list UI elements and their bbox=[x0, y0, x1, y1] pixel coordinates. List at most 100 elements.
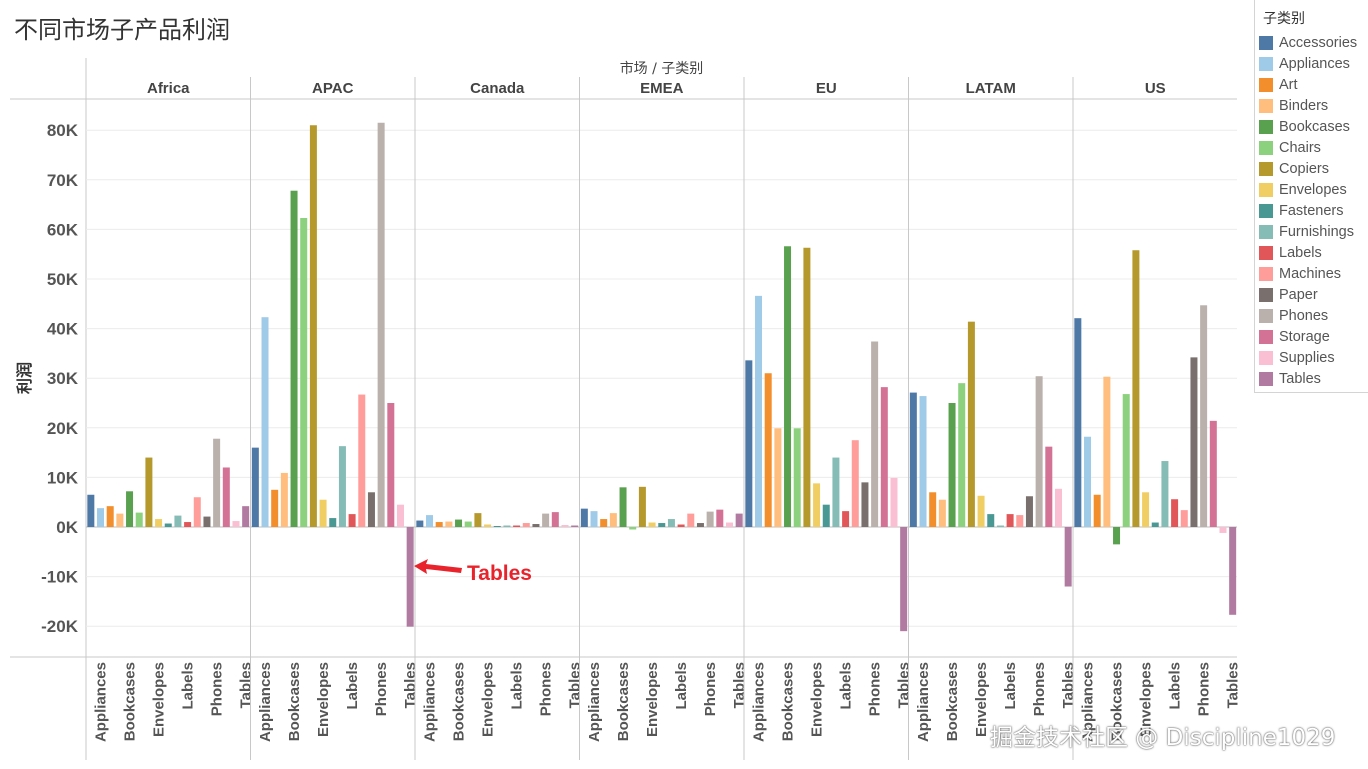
legend-swatch bbox=[1259, 119, 1273, 134]
bar bbox=[193, 497, 201, 527]
bar bbox=[271, 489, 279, 527]
legend-item: Supplies bbox=[1255, 347, 1368, 368]
bar bbox=[290, 190, 298, 527]
bar bbox=[803, 247, 811, 527]
bar bbox=[387, 403, 395, 527]
legend-swatch bbox=[1259, 329, 1273, 344]
legend-label: Appliances bbox=[1279, 55, 1350, 72]
legend-swatch bbox=[1259, 140, 1273, 155]
x-tick-label: Phones bbox=[538, 662, 555, 716]
bar bbox=[667, 519, 675, 527]
x-tick-label: Labels bbox=[838, 662, 855, 710]
bar bbox=[842, 511, 850, 527]
bar bbox=[580, 508, 588, 527]
bar bbox=[261, 317, 269, 527]
watermark: 掘金技术社区 @ Discipline1029 bbox=[990, 725, 1336, 751]
legend-label: Copiers bbox=[1279, 160, 1329, 177]
legend-swatch bbox=[1259, 371, 1273, 386]
bar bbox=[435, 522, 443, 527]
legend-label: Bookcases bbox=[1279, 118, 1350, 135]
bar bbox=[1200, 305, 1208, 527]
y-tick-label: 60K bbox=[47, 220, 79, 239]
x-tick-label: Phones bbox=[373, 662, 390, 716]
bar bbox=[822, 504, 830, 527]
y-tick-label: 50K bbox=[47, 270, 79, 289]
bar bbox=[358, 394, 366, 527]
column-header: 市场 / 子类别 bbox=[620, 60, 704, 77]
bar bbox=[1190, 357, 1198, 527]
bar bbox=[1229, 527, 1237, 615]
bar bbox=[135, 512, 143, 527]
bar bbox=[648, 522, 656, 527]
y-tick-label: 70K bbox=[47, 171, 79, 190]
legend-label: Furnishings bbox=[1279, 223, 1354, 240]
y-tick-label: -10K bbox=[41, 568, 79, 587]
bar bbox=[213, 438, 221, 527]
legend-items: Accessories Appliances Art Binders Bookcases… bbox=[1255, 32, 1368, 389]
x-tick-label: Tables bbox=[1225, 662, 1242, 708]
bar bbox=[764, 373, 772, 527]
legend-label: Machines bbox=[1279, 265, 1342, 282]
legend-item: Chairs bbox=[1255, 137, 1368, 158]
legend-label: Phones bbox=[1279, 307, 1329, 324]
y-tick-label: -20K bbox=[41, 617, 79, 636]
x-tick-label: Envelopes bbox=[480, 662, 497, 737]
x-tick-label: Tables bbox=[567, 662, 584, 708]
bar bbox=[1025, 496, 1033, 527]
legend-label: Accessories bbox=[1279, 34, 1358, 51]
market-header: EU bbox=[816, 80, 837, 97]
bar bbox=[155, 519, 163, 527]
bar bbox=[532, 524, 540, 527]
bar bbox=[629, 527, 637, 530]
bar bbox=[513, 525, 521, 527]
bar bbox=[377, 122, 385, 527]
bar bbox=[958, 383, 966, 527]
bar bbox=[851, 440, 859, 527]
legend-label: Envelopes bbox=[1279, 181, 1347, 198]
bar bbox=[426, 515, 434, 527]
y-axis-label: 利润 bbox=[15, 362, 34, 394]
y-tick-label: 20K bbox=[47, 419, 79, 438]
bar bbox=[116, 513, 124, 527]
bar bbox=[1132, 250, 1140, 527]
x-tick-label: Envelopes bbox=[644, 662, 661, 737]
bar bbox=[600, 519, 608, 527]
bar bbox=[522, 523, 530, 527]
legend-swatch bbox=[1259, 161, 1273, 176]
bar bbox=[967, 321, 975, 527]
bar bbox=[106, 506, 114, 527]
x-tick-label: Bookcases bbox=[451, 662, 468, 741]
bar bbox=[725, 522, 733, 527]
x-tick-label: Bookcases bbox=[615, 662, 632, 741]
bar bbox=[232, 521, 240, 527]
legend-item: Storage bbox=[1255, 326, 1368, 347]
bar bbox=[948, 403, 956, 527]
bar bbox=[174, 515, 182, 527]
bar bbox=[396, 504, 404, 527]
legend-swatch bbox=[1259, 224, 1273, 239]
bar bbox=[1122, 394, 1130, 527]
x-tick-label: Phones bbox=[1196, 662, 1213, 716]
bar bbox=[706, 511, 714, 527]
legend-swatch bbox=[1259, 56, 1273, 71]
bar bbox=[1006, 514, 1014, 527]
legend-swatch bbox=[1259, 308, 1273, 323]
legend-item: Art bbox=[1255, 74, 1368, 95]
bar bbox=[1219, 527, 1227, 533]
bar bbox=[1035, 376, 1043, 527]
bar bbox=[619, 487, 627, 527]
bar bbox=[1113, 527, 1121, 545]
legend-swatch bbox=[1259, 203, 1273, 218]
bar bbox=[1064, 527, 1072, 587]
x-tick-label: Appliances bbox=[422, 662, 439, 742]
bar bbox=[1093, 494, 1101, 527]
bar bbox=[1161, 461, 1169, 527]
legend-item: Phones bbox=[1255, 305, 1368, 326]
x-tick-label: Tables bbox=[896, 662, 913, 708]
bar bbox=[184, 522, 192, 527]
legend-label: Storage bbox=[1279, 328, 1330, 345]
legend-item: Bookcases bbox=[1255, 116, 1368, 137]
legend-item: Tables bbox=[1255, 368, 1368, 389]
bar bbox=[996, 525, 1004, 527]
x-tick-label: Labels bbox=[509, 662, 526, 710]
